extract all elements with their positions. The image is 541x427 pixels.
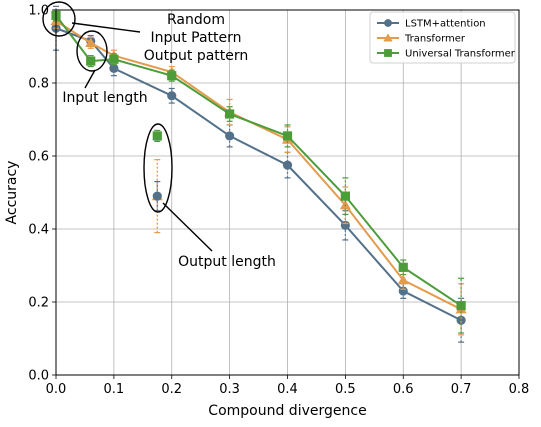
y-tick-label: 0.2 bbox=[28, 296, 49, 311]
x-axis-label: Compound divergence bbox=[208, 403, 366, 419]
annotation-output-length: Output length bbox=[178, 254, 276, 270]
data-point bbox=[86, 57, 95, 66]
x-tick-label: 0.0 bbox=[46, 382, 67, 397]
x-tick-label: 0.1 bbox=[104, 382, 125, 397]
annotation-input-length: Input length bbox=[62, 90, 147, 106]
legend-swatch-marker bbox=[384, 49, 392, 57]
annotation-random-patterns: Input Pattern bbox=[150, 30, 241, 46]
legend-swatch-marker bbox=[384, 19, 392, 27]
data-point bbox=[167, 91, 176, 100]
data-point bbox=[109, 55, 118, 64]
grid bbox=[56, 10, 519, 375]
y-tick-label: 0.4 bbox=[28, 223, 49, 238]
x-tick-label: 0.5 bbox=[335, 382, 356, 397]
data-point bbox=[283, 161, 292, 170]
annotation-random-patterns: Random bbox=[167, 12, 225, 28]
outlier-point bbox=[153, 192, 162, 201]
y-axis-label: Accuracy bbox=[4, 161, 20, 225]
x-tick-label: 0.3 bbox=[219, 382, 240, 397]
data-point bbox=[283, 131, 292, 140]
outlier-point bbox=[153, 131, 162, 140]
data-point bbox=[341, 192, 350, 201]
data-point bbox=[225, 131, 234, 140]
annotation-leader-random bbox=[72, 23, 140, 32]
legend-label: LSTM+attention bbox=[405, 19, 486, 30]
x-tick-label: 0.2 bbox=[161, 382, 182, 397]
annotation-leader-input-length bbox=[85, 70, 95, 88]
y-tick-label: 0.0 bbox=[28, 369, 49, 384]
x-tick-label: 0.4 bbox=[277, 382, 298, 397]
y-tick-label: 1.0 bbox=[28, 4, 49, 19]
data-point bbox=[167, 71, 176, 80]
y-tick-label: 0.8 bbox=[28, 77, 49, 92]
annotation-leader-output-length bbox=[163, 203, 212, 251]
y-tick-label: 0.6 bbox=[28, 150, 49, 165]
legend: LSTM+attention Transformer Universal Trans… bbox=[370, 12, 516, 63]
legend-label: Universal Transformer bbox=[405, 49, 516, 60]
data-point bbox=[457, 301, 466, 310]
x-tick-label: 0.8 bbox=[509, 382, 530, 397]
annotation-random-patterns: Output pattern bbox=[144, 48, 249, 64]
legend-label: Transformer bbox=[404, 34, 466, 45]
outlier-points bbox=[152, 130, 163, 232]
x-tick-label: 0.7 bbox=[451, 382, 472, 397]
x-tick-label: 0.6 bbox=[393, 382, 414, 397]
data-point bbox=[225, 109, 234, 118]
data-point bbox=[399, 263, 408, 272]
